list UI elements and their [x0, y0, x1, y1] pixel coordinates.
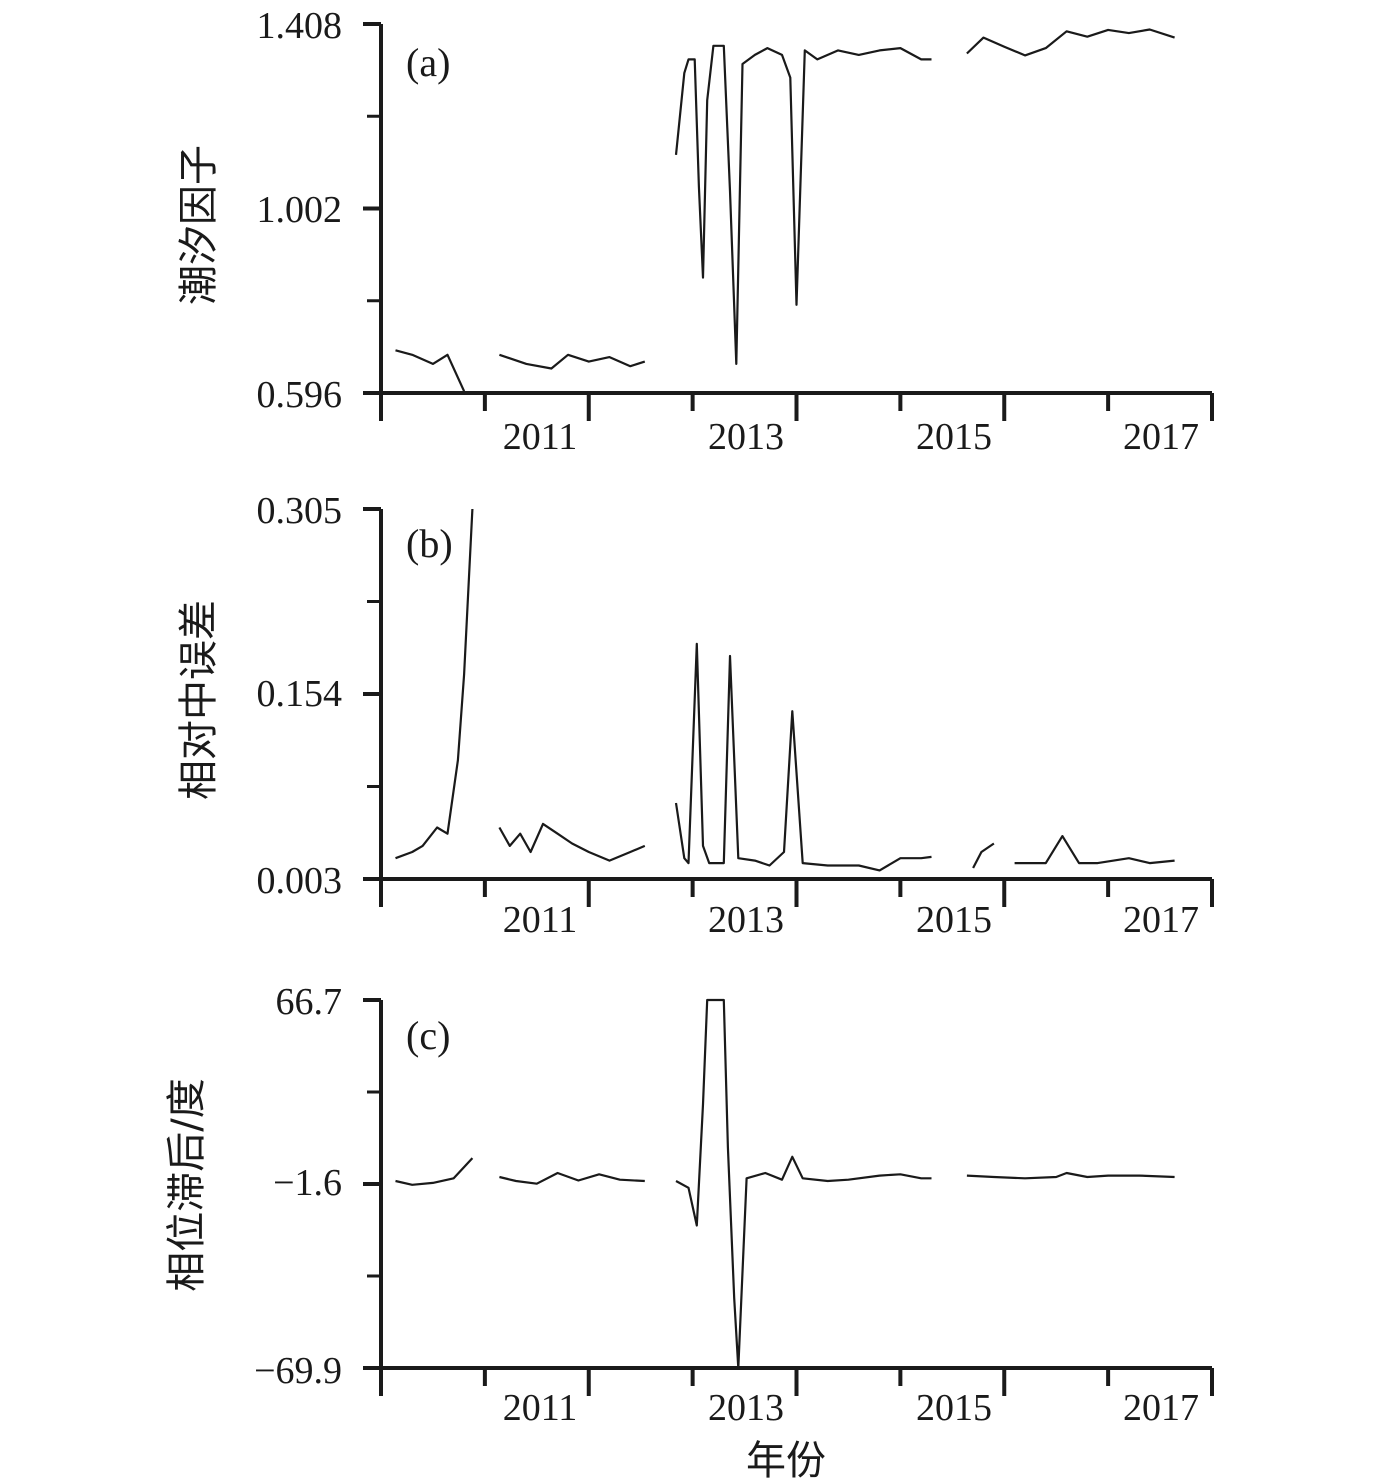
panel-c: 相位滞后/度 66.7 −1.6 −69.9 (c) 2011 2013 201… — [164, 981, 1214, 1429]
panel-a-xtick-2011: 2011 — [503, 416, 578, 458]
panel-c-series-segment-3 — [675, 998, 932, 1370]
x-axis-title: 年份 — [746, 1438, 826, 1483]
panel-a-series-segment-1 — [395, 349, 466, 392]
panel-a-ytick-bottom: 0.596 — [257, 374, 343, 416]
panel-b-ytick-mid: 0.154 — [257, 673, 343, 715]
panel-b-series-segment-3 — [674, 642, 932, 872]
panel-a-ylabel: 潮汐因子 — [176, 145, 222, 305]
panel-b-ytick-bottom: 0.003 — [257, 860, 343, 902]
panel-c-label: (c) — [406, 1013, 450, 1058]
panel-b-series-segment-4 — [972, 842, 995, 869]
panel-c-xtick-2017: 2017 — [1123, 1387, 1199, 1429]
panel-a-series-segment-2 — [499, 353, 646, 370]
panel-b-xtick-2015: 2015 — [916, 899, 992, 941]
panel-a-plot — [363, 22, 1214, 421]
panel-c-plot — [363, 998, 1214, 1396]
panel-c-ytick-bottom: −69.9 — [254, 1350, 342, 1392]
panel-a-xtick-2015: 2015 — [916, 416, 992, 458]
panel-a-series-segment-4 — [966, 28, 1175, 57]
panel-b-label: (b) — [406, 521, 453, 566]
panel-a-xtick-2013: 2013 — [708, 416, 784, 458]
panel-b-ylabel: 相对中误差 — [176, 600, 222, 800]
panel-a-label: (a) — [406, 40, 450, 85]
panel-b-xtick-2013: 2013 — [708, 899, 784, 941]
panel-b-series-segment-5 — [1014, 834, 1175, 865]
panel-c-xtick-2011: 2011 — [503, 1387, 578, 1429]
panel-c-ylabel: 相位滞后/度 — [164, 1078, 210, 1291]
panel-b-series-segment-2 — [498, 822, 646, 862]
panel-c-series-segment-4 — [966, 1171, 1175, 1180]
panel-c-ytick-mid: −1.6 — [273, 1162, 342, 1204]
panel-c-series-segment-1 — [395, 1157, 474, 1186]
panel-a-xtick-2017: 2017 — [1123, 416, 1199, 458]
panel-b-xtick-2017: 2017 — [1123, 899, 1199, 941]
panel-b-plot — [363, 507, 1214, 907]
panel-a-ytick-mid: 1.002 — [257, 189, 343, 231]
panel-c-xtick-2015: 2015 — [916, 1387, 992, 1429]
panel-b: 相对中误差 0.305 0.154 0.003 (b) 2011 2013 20… — [176, 490, 1214, 941]
panel-a: 潮汐因子 1.408 1.002 0.596 (a) 2011 2013 201… — [176, 5, 1214, 458]
panel-a-series-segment-3 — [674, 44, 932, 365]
panel-c-series-segment-2 — [499, 1171, 645, 1185]
panel-a-ytick-top: 1.408 — [257, 5, 343, 47]
panel-b-xtick-2011: 2011 — [503, 899, 578, 941]
panel-c-xtick-2013: 2013 — [708, 1387, 784, 1429]
panel-c-ytick-top: 66.7 — [276, 981, 343, 1023]
panel-b-ytick-top: 0.305 — [257, 490, 343, 532]
panel-b-series-segment-1 — [395, 508, 474, 860]
